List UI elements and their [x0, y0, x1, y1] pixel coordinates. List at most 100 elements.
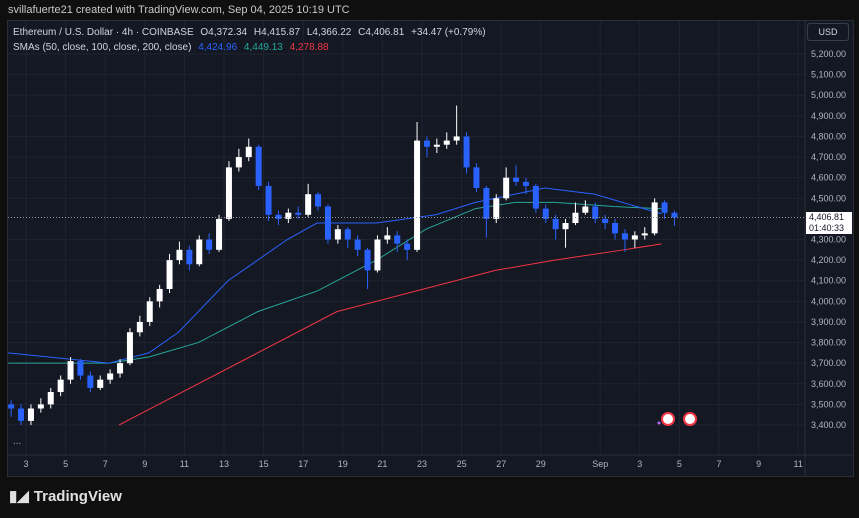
y-tick-label: 4,100.00	[811, 276, 846, 286]
candle-body	[235, 157, 242, 168]
candle-body	[206, 239, 213, 250]
logo-text: TradingView	[33, 487, 122, 505]
candle-body	[255, 146, 262, 186]
tv-logo-icon: ▮◢	[9, 488, 29, 505]
y-tick-label: 4,800.00	[811, 131, 846, 141]
sma-indicator-label[interactable]: SMAs (50, close, 100, close, 200, close)	[13, 42, 192, 53]
candle-body	[364, 249, 371, 271]
candle-body	[18, 408, 25, 421]
candle-body	[126, 332, 133, 364]
x-tick-label: 27	[496, 459, 506, 469]
event-dot	[657, 421, 661, 425]
candle-body	[602, 218, 609, 224]
x-tick-label: 3	[23, 459, 28, 469]
candle-body	[305, 194, 312, 215]
candle-body	[156, 288, 163, 302]
x-tick-label: 5	[677, 459, 682, 469]
x-tick-label: 11	[180, 459, 189, 469]
candle-body	[176, 249, 183, 261]
x-tick-label: 11	[794, 459, 803, 469]
candle-body	[542, 208, 549, 219]
y-tick-label: 3,800.00	[811, 338, 846, 348]
candle-body	[77, 361, 84, 376]
last-price-tag: 4,406.81 01:40:33	[806, 212, 852, 234]
event-icon-us	[661, 412, 675, 426]
x-tick-label: 3	[637, 459, 642, 469]
candle-body	[443, 140, 450, 145]
candle-body	[275, 214, 282, 219]
y-tick-label: 4,600.00	[811, 173, 846, 183]
candle-body	[166, 260, 173, 289]
candle-body	[503, 177, 510, 199]
candle-body	[671, 212, 678, 218]
candle-body	[473, 167, 480, 188]
candle-body	[196, 239, 203, 265]
candle-body	[404, 243, 411, 250]
ohlc-close: C4,406.81	[358, 27, 405, 38]
candle-body	[384, 235, 391, 240]
candle-body	[552, 218, 559, 230]
event-icon-us	[683, 412, 697, 426]
chart-panel[interactable]	[7, 20, 854, 477]
candle-body	[582, 206, 589, 213]
candle-body	[414, 140, 421, 250]
candle-body	[107, 373, 114, 380]
sma200-line	[118, 243, 662, 426]
candle-body	[67, 361, 74, 380]
candle-body	[344, 229, 351, 240]
sma100-value: 4,449.13	[243, 42, 283, 53]
x-tick-label: 9	[142, 459, 147, 469]
candle-body	[285, 212, 292, 219]
candle-body	[493, 198, 500, 219]
candle-body	[57, 379, 64, 393]
y-tick-label: 4,900.00	[811, 111, 846, 121]
ohlc-open: O4,372.34	[200, 27, 248, 38]
candle-body	[483, 187, 490, 219]
candle-body	[374, 239, 381, 271]
x-tick-label: 23	[417, 459, 427, 469]
y-tick-label: 4,000.00	[811, 296, 846, 306]
candle-body	[354, 239, 361, 250]
candle-body	[612, 223, 619, 234]
y-tick-label: 3,700.00	[811, 358, 846, 368]
candle-body	[463, 136, 470, 168]
y-tick-label: 4,200.00	[811, 255, 846, 265]
y-tick-label: 3,900.00	[811, 317, 846, 327]
candle-body	[245, 146, 252, 158]
y-tick-label: 5,000.00	[811, 90, 846, 100]
y-tick-label: 3,600.00	[811, 379, 846, 389]
candle-body	[621, 233, 628, 240]
x-tick-label: 29	[536, 459, 546, 469]
y-tick-label: 5,200.00	[811, 49, 846, 59]
candle-body	[433, 144, 440, 147]
more-button[interactable]: ...	[13, 436, 22, 447]
currency-button[interactable]: USD	[807, 23, 849, 41]
last-price: 4,406.81	[809, 212, 845, 222]
candle-body	[136, 321, 143, 333]
candle-body	[394, 235, 401, 244]
candle-body	[453, 136, 460, 141]
y-tick-label: 3,500.00	[811, 399, 846, 409]
symbol-title[interactable]: Ethereum / U.S. Dollar · 4h · COINBASE	[13, 27, 194, 38]
y-tick-label: 3,400.00	[811, 420, 846, 430]
bar-countdown: 01:40:33	[809, 223, 845, 233]
candle-body	[37, 404, 44, 409]
tradingview-logo: ▮◢ TradingView	[9, 487, 122, 506]
y-tick-label: 4,500.00	[811, 193, 846, 203]
y-tick-label: 5,100.00	[811, 70, 846, 80]
x-tick-label: 7	[103, 459, 108, 469]
x-tick-label: 5	[63, 459, 68, 469]
candle-body	[225, 167, 232, 219]
x-tick-label: Sep	[592, 459, 608, 469]
x-tick-label: 13	[219, 459, 229, 469]
candle-body	[47, 392, 54, 405]
chart-credit: svillafuerte21 created with TradingView.…	[8, 4, 350, 16]
x-tick-label: 19	[338, 459, 348, 469]
candle-body	[631, 235, 638, 240]
candle-body	[186, 249, 193, 265]
y-tick-label: 4,300.00	[811, 235, 846, 245]
candle-body	[324, 206, 331, 240]
candle-body	[423, 140, 430, 147]
sma50-line	[8, 187, 662, 364]
